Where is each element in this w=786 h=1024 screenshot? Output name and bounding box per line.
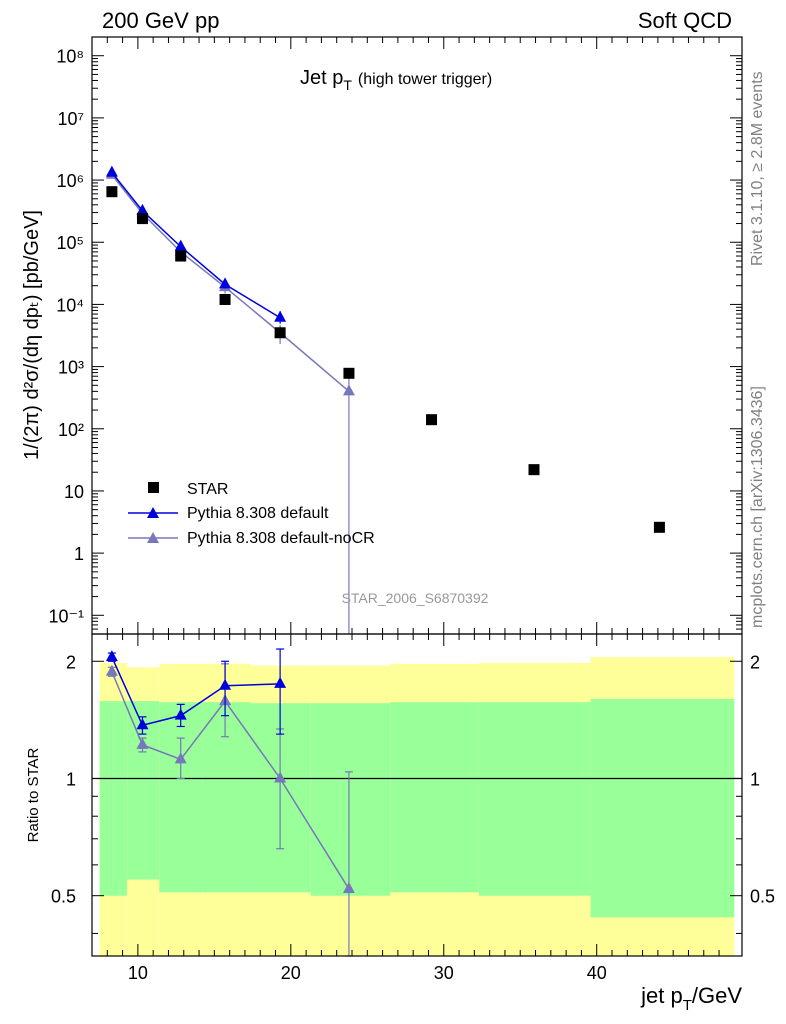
band-green	[202, 702, 252, 893]
main-panel	[92, 36, 742, 635]
analysis-id: STAR_2006_S6870392	[342, 590, 489, 606]
ratio-point-nocr	[136, 737, 149, 749]
ratio-point-nocr	[174, 752, 187, 764]
band-green	[127, 701, 160, 880]
point-star	[528, 464, 540, 476]
point-star	[653, 521, 665, 533]
point-default	[274, 310, 287, 322]
y-tick-label: 10⁸	[56, 47, 84, 67]
legend-label-star: STAR	[187, 481, 228, 498]
ratio-point-default	[105, 650, 118, 662]
ratio-point-default	[219, 678, 232, 690]
y-tick-label: 10⁴	[56, 295, 84, 315]
mcplots-label: mcplots.cern.ch [arXiv:1306.3436]	[749, 386, 766, 628]
ratio-point-default	[174, 708, 187, 720]
y-tick-label: 10²	[58, 420, 84, 440]
y-tick-label: 10⁷	[57, 109, 84, 129]
header-left: 200 GeV pp	[102, 8, 219, 33]
y-axis-label: 1/(2π) d²σ/(dη dpₜ) [pb/GeV]	[21, 210, 43, 460]
line-default	[111, 172, 281, 319]
point-star	[136, 213, 148, 225]
y-tick-label: 1	[74, 544, 84, 564]
band-green	[159, 702, 203, 893]
ratio-tick-label-right: 2	[750, 652, 760, 672]
point-star	[219, 293, 231, 305]
ratio-point-nocr	[274, 771, 287, 783]
y-tick-label: 10	[64, 482, 84, 502]
ratio-frame	[91, 633, 743, 957]
legend-label-nocr: Pythia 8.308 default-noCR	[187, 530, 375, 547]
band-green	[590, 699, 735, 918]
ratio-line-nocr	[111, 671, 350, 890]
x-tick-label: 10	[128, 963, 148, 983]
ratio-tick-label-left: 2	[66, 652, 76, 672]
legend-label-default: Pythia 8.308 default	[187, 505, 329, 522]
rivet-label: Rivet 3.1.10, ≥ 2.8M events	[749, 71, 766, 266]
band-green	[310, 703, 391, 896]
point-star	[106, 186, 118, 198]
ratio-tick-label-left: 0.5	[51, 887, 76, 907]
ratio-point-default	[274, 676, 287, 688]
point-nocr	[342, 384, 355, 396]
y-tick-label: 10³	[58, 358, 84, 378]
ratio-tick-label-left: 1	[66, 769, 76, 789]
ratio-panel	[92, 634, 742, 957]
band-green	[99, 701, 128, 896]
band-green	[390, 702, 479, 893]
x-tick-label: 30	[434, 963, 454, 983]
legend-marker-default	[147, 507, 159, 518]
ratio-tick-label-right: 1	[750, 769, 760, 789]
point-default	[219, 277, 232, 289]
y-tick-label: 10⁻¹	[48, 606, 84, 626]
legend-marker-nocr	[147, 532, 159, 543]
point-default	[136, 203, 149, 215]
point-star	[274, 327, 286, 339]
band-green	[251, 703, 311, 893]
y-tick-label: 10⁶	[57, 171, 84, 191]
ratio-point-nocr	[342, 882, 355, 894]
point-star	[343, 367, 355, 379]
point-star	[426, 414, 438, 426]
plot-title: Jet pT (high tower trigger)	[300, 67, 492, 93]
x-axis-label: jet pT/GeV	[640, 983, 742, 1014]
legend-marker-star	[148, 482, 159, 493]
x-tick-label: 40	[587, 963, 607, 983]
header-right: Soft QCD	[638, 8, 732, 33]
ratio-tick-label-right: 0.5	[750, 887, 775, 907]
ratio-y-axis-label: Ratio to STAR	[25, 747, 42, 842]
point-default	[105, 165, 118, 177]
ratio-point-nocr	[105, 664, 118, 676]
x-tick-label: 20	[281, 963, 301, 983]
line-nocr	[111, 174, 350, 392]
legend: STAR Pythia 8.308 default Pythia 8.308 d…	[128, 481, 375, 547]
ratio-point-default	[136, 718, 149, 730]
band-green	[478, 702, 591, 896]
point-default	[174, 239, 187, 251]
y-tick-label: 10⁵	[57, 233, 84, 253]
point-star	[175, 250, 187, 262]
